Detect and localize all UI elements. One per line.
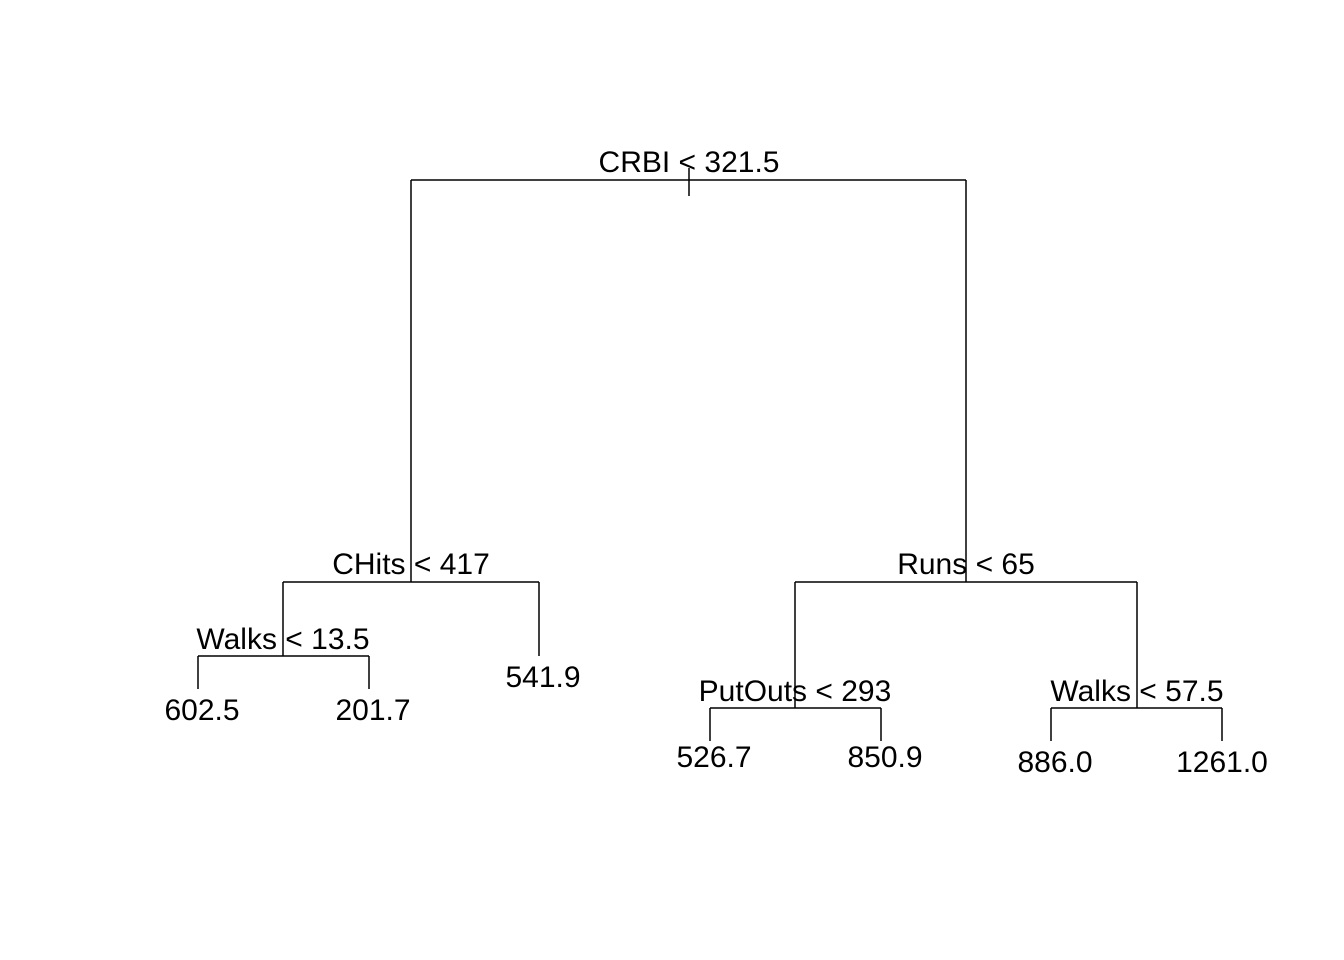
leaf-value: 1261.0 [1176, 746, 1268, 779]
split-label-left: CHits < 417 [332, 548, 490, 581]
leaf-value: 850.9 [847, 741, 922, 774]
split-label-left-left: Walks < 13.5 [196, 623, 369, 656]
split-label-right: Runs < 65 [897, 548, 1035, 581]
leaf-value: 201.7 [335, 694, 410, 727]
leaf-value: 526.7 [676, 741, 751, 774]
leaf-value: 886.0 [1017, 746, 1092, 779]
split-label-root: CRBI < 321.5 [599, 146, 780, 179]
split-label-right-right: Walks < 57.5 [1050, 675, 1223, 708]
leaf-value: 602.5 [164, 694, 239, 727]
split-label-right-left: PutOuts < 293 [699, 675, 892, 708]
leaf-value: 541.9 [505, 661, 580, 694]
